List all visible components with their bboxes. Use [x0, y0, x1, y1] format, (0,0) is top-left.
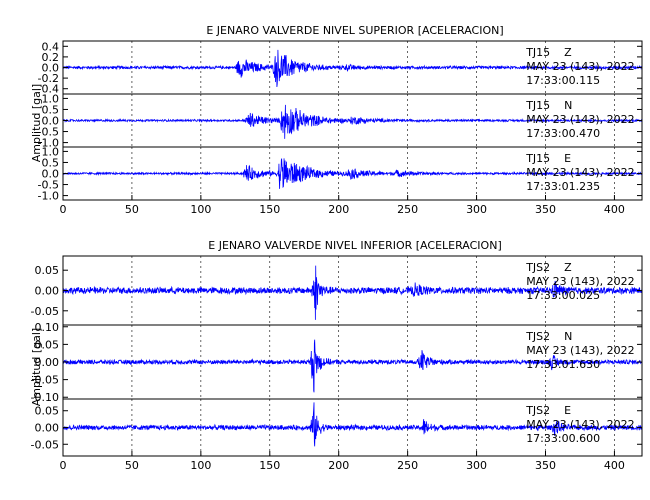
date-label: MAY 23 (143), 2022 [526, 113, 634, 126]
time-label: 17:33:00.470 [526, 127, 600, 140]
y-tick-label: 0.0 [42, 115, 60, 128]
bottom-chart-title: E JENARO VALVERDE NIVEL INFERIOR [ACELER… [208, 239, 501, 252]
y-tick-label: 0.00 [35, 356, 60, 369]
y-tick-label: 0.05 [35, 264, 60, 277]
x-tick-label: 50 [125, 203, 139, 216]
x-tick-label: 250 [397, 459, 418, 472]
x-tick-label: 300 [466, 203, 487, 216]
x-tick-label: 200 [328, 459, 349, 472]
x-tick-label: 0 [60, 459, 67, 472]
y-tick-label: 0.5 [42, 156, 60, 169]
y-tick-label: -0.05 [31, 305, 59, 318]
station-component-label: TJS2 E [525, 404, 571, 417]
y-tick-label: -0.05 [31, 438, 59, 451]
x-tick-label: 150 [259, 203, 280, 216]
y-tick-label: 0.0 [42, 168, 60, 181]
y-tick-label: 0.5 [42, 103, 60, 116]
y-tick-label: 0.00 [35, 422, 60, 435]
station-component-label: TJ15 E [525, 152, 571, 165]
time-label: 17:33:01.235 [526, 180, 600, 193]
y-tick-label: -0.10 [31, 391, 59, 404]
x-tick-label: 350 [535, 459, 556, 472]
top-chart-title: E JENARO VALVERDE NIVEL SUPERIOR [ACELER… [206, 24, 503, 37]
bottom-y-axis-label: Amplitud [gal] [30, 328, 43, 406]
date-label: MAY 23 (143), 2022 [526, 275, 634, 288]
y-tick-label: 0.00 [35, 285, 60, 298]
x-tick-label: 50 [125, 459, 139, 472]
trace-tj15-z [62, 49, 643, 88]
trace-tj15-n [62, 104, 643, 139]
time-label: 17:33:01.630 [526, 358, 600, 371]
station-component-label: TJ15 N [525, 99, 572, 112]
y-tick-label: 0.0 [42, 62, 60, 75]
y-tick-label: -0.5 [38, 179, 59, 192]
x-tick-label: 300 [466, 459, 487, 472]
y-tick-label: 0.4 [42, 40, 60, 53]
trace-tjs2-n [62, 339, 643, 393]
x-tick-label: 100 [190, 203, 211, 216]
trace-tjs2-e [62, 402, 643, 447]
date-label: MAY 23 (143), 2022 [526, 418, 634, 431]
y-tick-label: -0.2 [38, 72, 59, 85]
y-tick-label: 0.2 [42, 51, 60, 64]
x-tick-label: 250 [397, 203, 418, 216]
y-tick-label: -1.0 [38, 137, 59, 150]
y-tick-label: 0.05 [35, 405, 60, 418]
time-label: 17:33:00.115 [526, 74, 600, 87]
top-y-axis-label: Amplitud [gal] [30, 84, 43, 162]
y-tick-label: 0.05 [35, 338, 60, 351]
station-component-label: TJS2 N [525, 330, 572, 343]
station-component-label: TJ15 Z [525, 46, 572, 59]
x-tick-label: 400 [604, 203, 625, 216]
x-tick-label: 150 [259, 459, 280, 472]
y-tick-label: -0.05 [31, 374, 59, 387]
y-tick-label: -1.0 [38, 190, 59, 203]
time-label: 17:33:00.025 [526, 289, 600, 302]
y-tick-label: -0.5 [38, 126, 59, 139]
x-tick-label: 200 [328, 203, 349, 216]
x-tick-label: 100 [190, 459, 211, 472]
trace-tj15-e [62, 158, 643, 189]
x-tick-label: 400 [604, 459, 625, 472]
trace-tjs2-z [62, 265, 643, 320]
x-tick-label: 0 [60, 203, 67, 216]
y-tick-label: -0.4 [38, 83, 59, 96]
y-tick-label: 1.0 [42, 92, 60, 105]
date-label: MAY 23 (143), 2022 [526, 60, 634, 73]
date-label: MAY 23 (143), 2022 [526, 344, 634, 357]
y-tick-label: 1.0 [42, 145, 60, 158]
station-component-label: TJS2 Z [525, 261, 572, 274]
time-label: 17:33:00.600 [526, 432, 600, 445]
x-tick-label: 350 [535, 203, 556, 216]
date-label: MAY 23 (143), 2022 [526, 166, 634, 179]
y-tick-label: 0.10 [35, 321, 60, 334]
